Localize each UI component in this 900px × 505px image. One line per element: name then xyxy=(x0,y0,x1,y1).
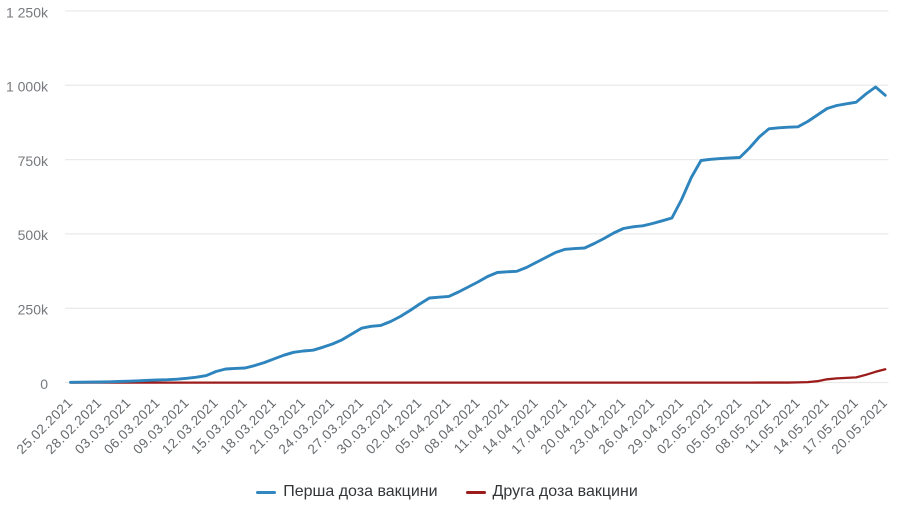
svg-text:500k: 500k xyxy=(18,227,49,243)
svg-text:1 000k: 1 000k xyxy=(6,79,49,95)
svg-text:250k: 250k xyxy=(18,302,49,318)
svg-text:750k: 750k xyxy=(18,153,49,169)
svg-text:1 250k: 1 250k xyxy=(6,4,49,20)
svg-text:0: 0 xyxy=(40,376,48,392)
